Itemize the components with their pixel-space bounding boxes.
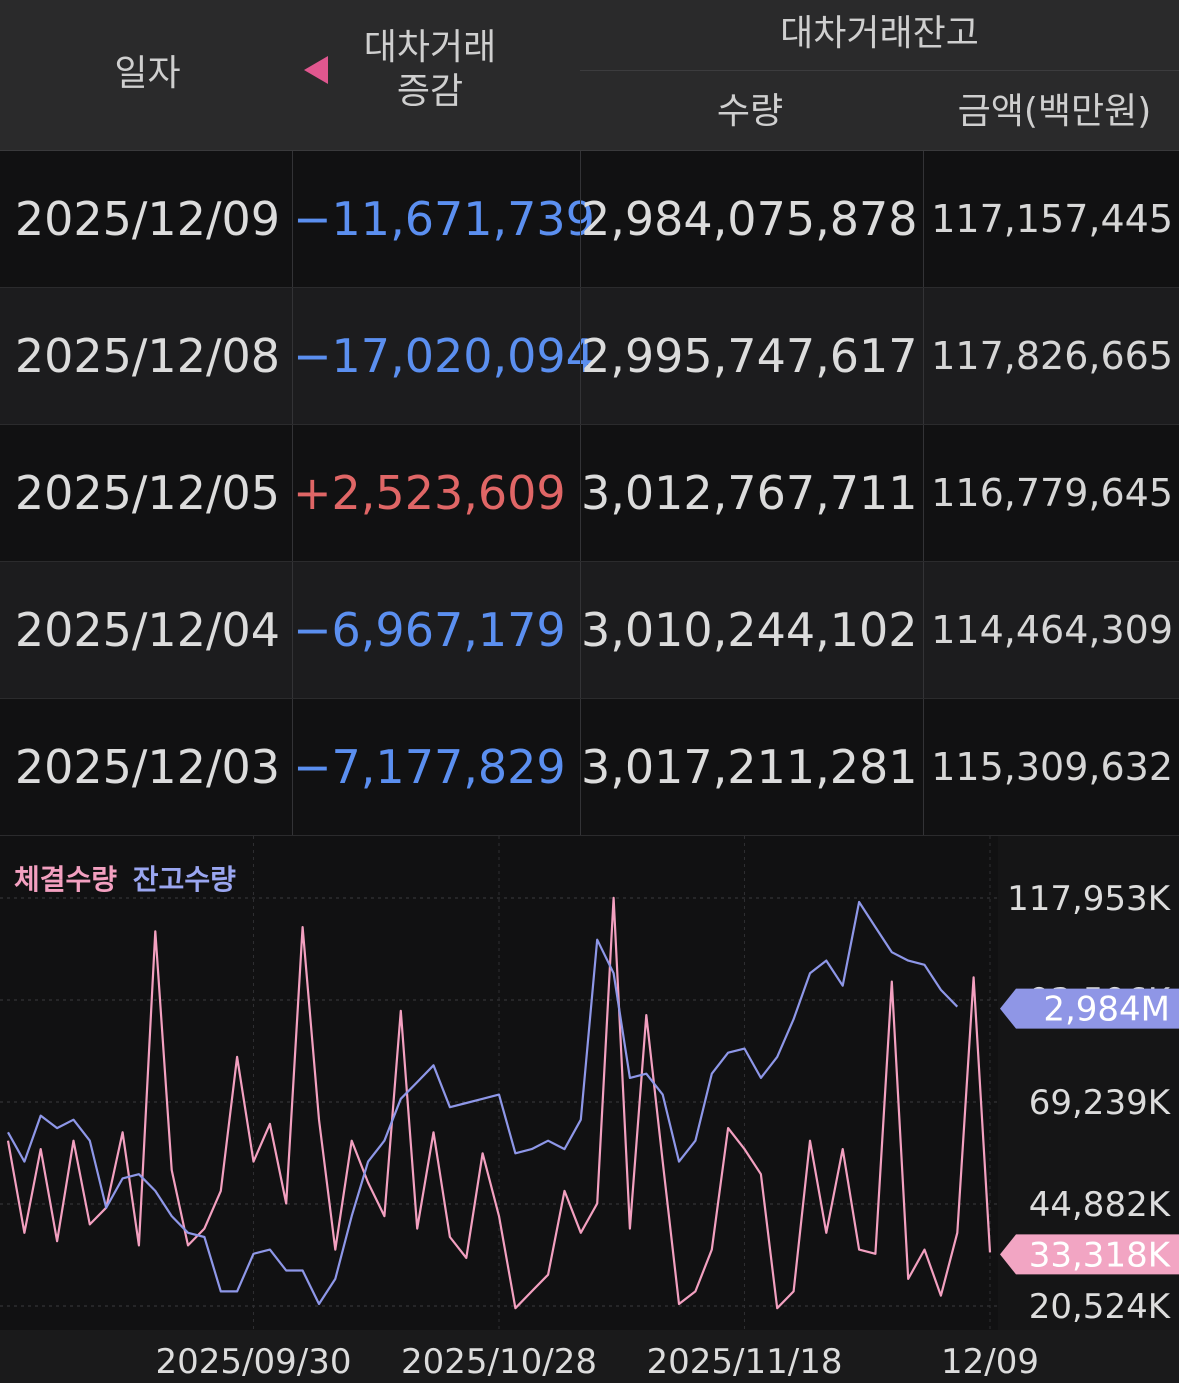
trend-chart[interactable]: 117,953K93,596K69,239K44,882K20,524K2025… xyxy=(0,836,1179,1383)
table-row[interactable]: 2025/12/05 +2,523,609 3,012,767,711 116,… xyxy=(0,425,1179,562)
cell-change: −7,177,829 xyxy=(292,699,580,835)
header-divider xyxy=(580,70,1179,71)
cell-date: 2025/12/05 xyxy=(14,466,280,520)
header-balance: 대차거래잔고 xyxy=(780,13,979,54)
header-date[interactable]: 일자 xyxy=(114,53,181,94)
cell-quantity: 2,984,075,878 xyxy=(580,151,923,287)
y-tick-label: 44,882K xyxy=(1029,1185,1172,1225)
header-change[interactable]: 대차거래 증감 xyxy=(300,26,580,114)
cell-quantity: 3,010,244,102 xyxy=(580,562,923,698)
cell-date: 2025/12/08 xyxy=(14,329,280,383)
cell-change: −11,671,739 xyxy=(292,151,595,287)
chart-legend: 체결수량 잔고수량 xyxy=(14,858,236,898)
cell-change: +2,523,609 xyxy=(292,425,580,561)
legend-balance: 잔고수량 xyxy=(132,863,236,896)
table-row[interactable]: 2025/12/08 −17,020,094 2,995,747,617 117… xyxy=(0,288,1179,425)
table-row[interactable]: 2025/12/04 −6,967,179 3,010,244,102 114,… xyxy=(0,562,1179,699)
table-row[interactable]: 2025/12/09 −11,671,739 2,984,075,878 117… xyxy=(0,151,1179,288)
x-axis-strip xyxy=(0,1330,1179,1383)
cell-date: 2025/12/04 xyxy=(14,603,280,657)
x-tick-label: 2025/11/18 xyxy=(647,1342,843,1382)
cell-amount: 117,826,665 xyxy=(923,288,1179,424)
x-tick-label: 2025/09/30 xyxy=(156,1342,352,1382)
current-volume-badge-bg xyxy=(1000,1234,1179,1275)
y-tick-label: 117,953K xyxy=(1007,879,1172,919)
current-volume-badge: 33,318K xyxy=(1029,1235,1172,1275)
cell-amount: 114,464,309 xyxy=(923,562,1179,698)
legend-trade-volume: 체결수량 xyxy=(14,863,118,896)
cell-quantity: 3,017,211,281 xyxy=(580,699,923,835)
table-header: 일자 대차거래 증감 대차거래잔고 수량 금액(백만원) xyxy=(0,0,1179,151)
header-amount[interactable]: 금액(백만원) xyxy=(957,91,1152,132)
table-row[interactable]: 2025/12/03 −7,177,829 3,017,211,281 115,… xyxy=(0,699,1179,836)
chart-svg: 117,953K93,596K69,239K44,882K20,524K2025… xyxy=(0,836,1179,1383)
cell-change: −17,020,094 xyxy=(292,288,595,424)
header-quantity[interactable]: 수량 xyxy=(716,91,784,132)
series-balance-line xyxy=(7,900,959,1306)
cell-amount: 117,157,445 xyxy=(923,151,1179,287)
data-table: 2025/12/09 −11,671,739 2,984,075,878 117… xyxy=(0,151,1179,836)
cell-change: −6,967,179 xyxy=(292,562,580,698)
y-tick-label: 20,524K xyxy=(1029,1287,1172,1327)
header-change-line2: 증감 xyxy=(396,71,464,112)
current-balance-badge-bg xyxy=(1000,988,1179,1029)
cell-quantity: 3,012,767,711 xyxy=(580,425,923,561)
header-change-line1: 대차거래 xyxy=(363,27,497,68)
current-balance-badge: 2,984M xyxy=(1043,990,1170,1030)
x-tick-label: 12/09 xyxy=(941,1342,1039,1382)
cell-date: 2025/12/03 xyxy=(14,740,280,794)
series-trade-volume-line xyxy=(6,896,992,1310)
sort-triangle-icon[interactable] xyxy=(304,56,328,84)
cell-quantity: 2,995,747,617 xyxy=(580,288,923,424)
x-tick-label: 2025/10/28 xyxy=(401,1342,597,1382)
cell-amount: 116,779,645 xyxy=(923,425,1179,561)
cell-date: 2025/12/09 xyxy=(14,192,280,246)
cell-amount: 115,309,632 xyxy=(923,699,1179,835)
y-tick-label: 69,239K xyxy=(1029,1083,1172,1123)
